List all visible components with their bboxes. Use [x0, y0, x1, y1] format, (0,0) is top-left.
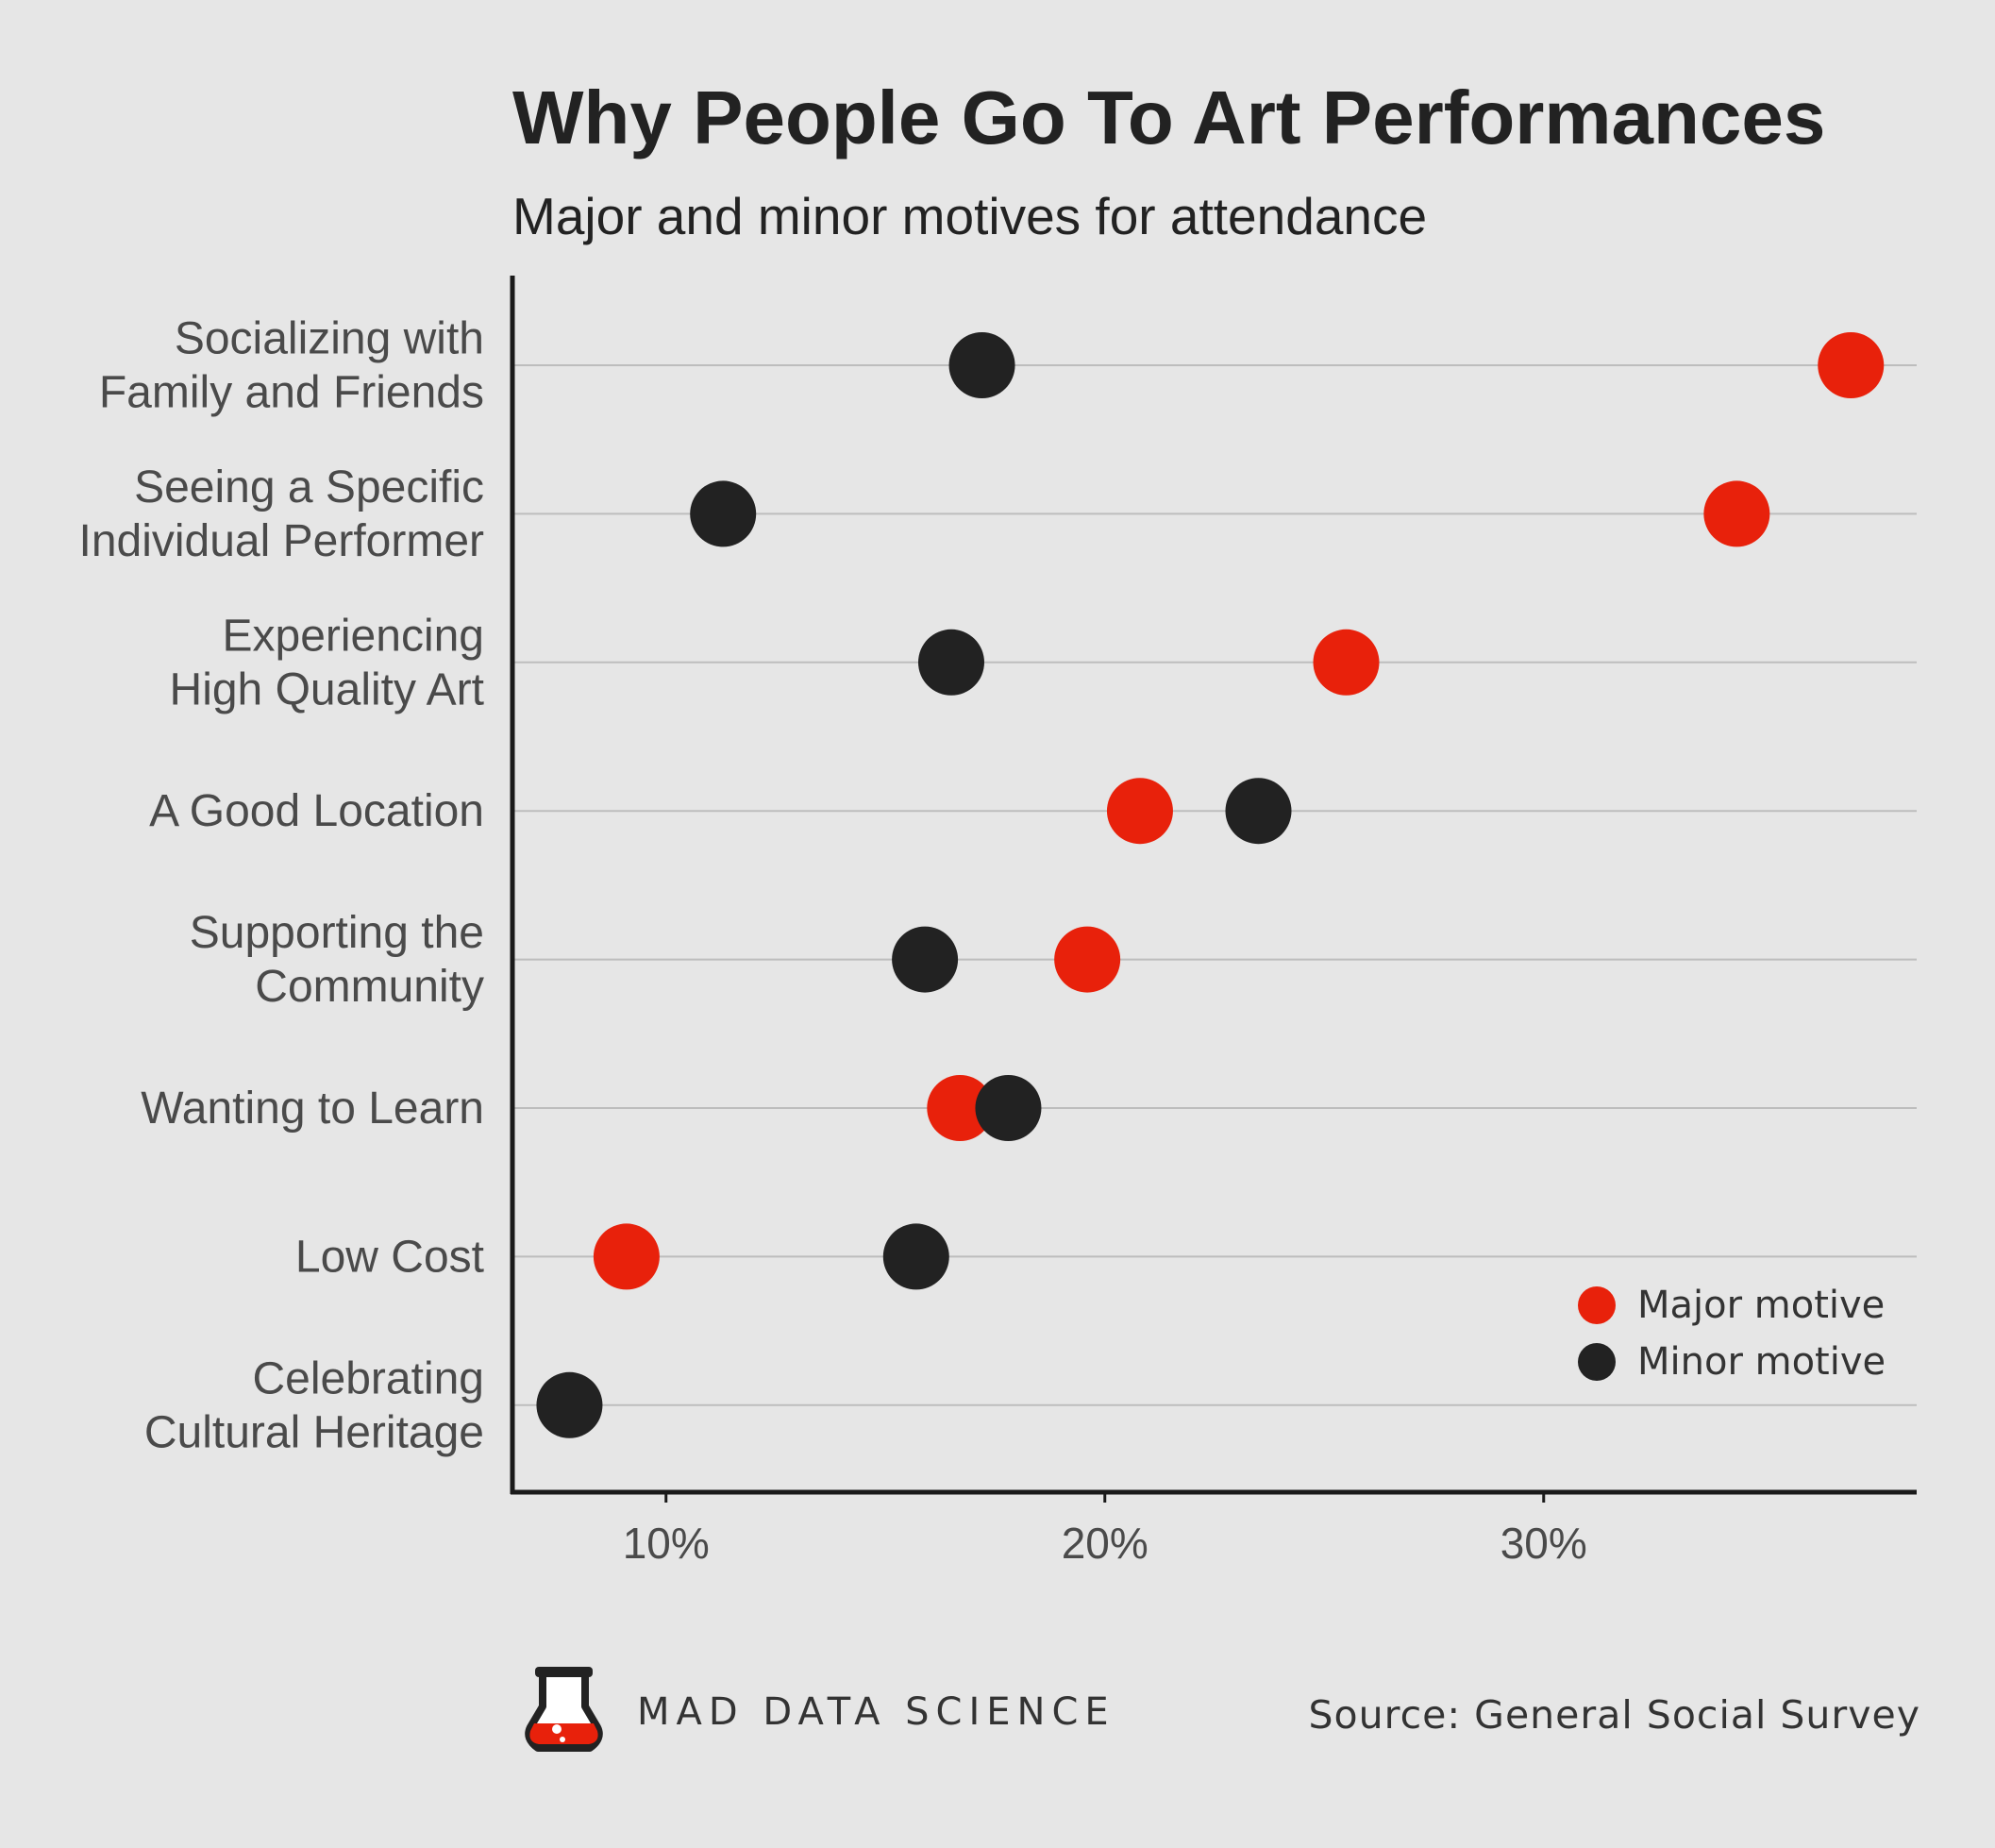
category-label-line: Wanting to Learn	[141, 1084, 484, 1134]
x-tick-labels: 10% 20% 30%	[623, 1494, 1587, 1568]
category-label-line: Low Cost	[295, 1232, 484, 1282]
point-minor-motive	[536, 1371, 603, 1438]
category-label-line: Community	[255, 962, 484, 1012]
x-tick-label: 30%	[1500, 1519, 1587, 1568]
category-label-line: Seeing a Specific	[134, 462, 484, 512]
category-label-line: Celebrating	[253, 1353, 484, 1403]
category-label-line: A Good Location	[149, 786, 484, 836]
category-label-line: Cultural Heritage	[144, 1407, 484, 1457]
point-major-motive	[1054, 926, 1121, 993]
category-label-line: High Quality Art	[170, 664, 484, 714]
chart-title: Why People Go To Art Performances	[512, 76, 1825, 160]
legend-swatch-minor	[1578, 1343, 1616, 1381]
category-label: Supporting the Community	[190, 908, 484, 1012]
point-minor-motive	[948, 332, 1015, 398]
category-label: Wanting to Learn	[141, 1084, 484, 1134]
point-major-motive	[1313, 629, 1380, 696]
point-major-motive	[1818, 332, 1885, 398]
x-tick-label: 10%	[623, 1519, 710, 1568]
point-minor-motive	[892, 926, 959, 993]
category-labels: Socializing with Family and Friends Seeing…	[78, 314, 484, 1458]
point-major-motive	[1106, 778, 1173, 845]
legend-label-major: Major motive	[1637, 1284, 1885, 1327]
x-tick-label: 20%	[1062, 1519, 1148, 1568]
category-label: Celebrating Cultural Heritage	[144, 1353, 484, 1457]
chart-subtitle: Major and minor motives for attendance	[512, 187, 1427, 245]
category-label: Experiencing High Quality Art	[170, 611, 484, 714]
data-points	[536, 332, 1885, 1438]
point-minor-motive	[1225, 778, 1292, 845]
category-label-line: Supporting the	[190, 908, 484, 958]
category-label: A Good Location	[149, 786, 484, 836]
legend-label-minor: Minor motive	[1637, 1340, 1886, 1384]
point-major-motive	[593, 1223, 660, 1290]
axes	[510, 276, 1917, 1495]
category-label-line: Experiencing	[223, 611, 485, 661]
brand-name: MAD DATA SCIENCE	[637, 1690, 1115, 1734]
category-label: Low Cost	[295, 1232, 484, 1282]
legend-swatch-major	[1578, 1286, 1616, 1324]
category-label: Socializing with Family and Friends	[99, 314, 484, 418]
point-major-motive	[1703, 480, 1770, 547]
source-note: Source: General Social Survey	[1309, 1692, 1920, 1738]
category-label-line: Individual Performer	[78, 516, 484, 566]
point-minor-motive	[918, 629, 984, 696]
point-minor-motive	[975, 1075, 1042, 1141]
legend: Major motive Minor motive	[1578, 1284, 1886, 1384]
point-major-motive	[927, 1075, 994, 1141]
point-minor-motive	[882, 1223, 949, 1290]
category-label-line: Family and Friends	[99, 368, 484, 418]
flask-icon	[525, 1667, 603, 1752]
category-label-line: Socializing with	[175, 314, 484, 364]
category-label: Seeing a Specific Individual Performer	[78, 462, 484, 566]
point-minor-motive	[690, 480, 757, 547]
